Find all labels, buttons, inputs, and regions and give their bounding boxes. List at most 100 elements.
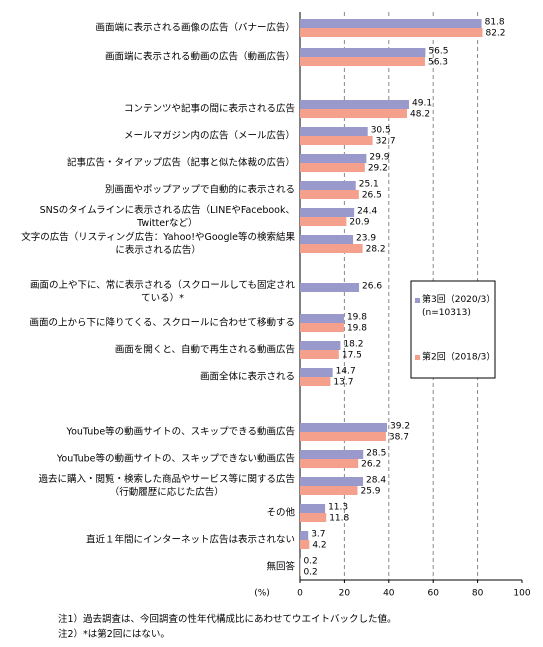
bar <box>300 531 309 540</box>
value-label: 81.8 <box>485 18 505 28</box>
bar <box>300 57 425 66</box>
bar <box>300 244 363 253</box>
category-label: 無回答 <box>266 561 295 573</box>
bar <box>300 459 359 468</box>
bar <box>300 19 482 28</box>
legend-swatch <box>415 298 420 303</box>
value-label: 56.3 <box>428 58 448 68</box>
category-label: コンテンツや記事の間に表示される広告 <box>123 103 295 115</box>
legend-swatch <box>415 355 420 360</box>
value-label: 28.2 <box>366 245 386 255</box>
value-label: 0.2 <box>303 568 317 578</box>
value-label: 17.5 <box>342 351 362 361</box>
bar <box>300 450 364 459</box>
bar <box>300 323 344 332</box>
value-label: 0.2 <box>303 557 317 567</box>
category-label: 文字の広告（リスティング広告：Yahoo!やGoogle等の検索結果 に表示され… <box>21 232 295 256</box>
value-label: 25.9 <box>360 487 380 497</box>
bar <box>300 540 310 549</box>
bar <box>300 513 327 522</box>
legend-label: 第3回（2020/3） (n=10313) <box>422 295 496 318</box>
value-label: 3.7 <box>311 530 325 540</box>
category-label: YouTube等の動画サイトの、スキップできる動画広告 <box>66 426 295 438</box>
value-label: 24.4 <box>357 207 377 217</box>
value-label: 49.1 <box>412 99 432 109</box>
category-label: 画面を開くと、自動で再生される動画広告 <box>114 344 295 356</box>
value-label: 29.2 <box>368 164 388 174</box>
category-label: 別画面やポップアップで自動的に表示される <box>104 184 295 196</box>
bar <box>300 208 355 217</box>
bar <box>300 127 368 136</box>
bar <box>300 432 386 441</box>
value-label: 39.2 <box>390 422 410 432</box>
value-label: 26.6 <box>362 282 382 292</box>
x-axis-label: (%) <box>254 589 270 599</box>
category-label: 画面全体に表示される <box>199 371 295 383</box>
bar <box>300 154 367 163</box>
value-label: 32.7 <box>376 137 396 147</box>
bar <box>300 163 365 172</box>
bar <box>300 190 359 199</box>
bar <box>300 368 333 377</box>
value-label: 19.8 <box>347 324 367 334</box>
category-label: 直近１年間にインターネット広告は表示されない <box>85 534 295 546</box>
x-tick-label: 40 <box>383 589 395 599</box>
note: 注2）*は第2回にはない。 <box>58 629 170 640</box>
bar <box>300 377 331 386</box>
legend-label: 第2回（2018/3） <box>422 352 496 363</box>
value-label: 28.5 <box>366 449 386 459</box>
category-label: YouTube等の動画サイトの、スキップできない動画広告 <box>56 453 295 465</box>
bar <box>300 350 339 359</box>
category-label: その他 <box>266 507 295 519</box>
value-label: 38.7 <box>389 433 409 443</box>
category-label: 画面の上や下に、常に表示される（スクロールしても固定され ている）* <box>30 280 295 304</box>
bar <box>300 504 326 513</box>
bar <box>300 28 483 37</box>
bar <box>300 486 358 495</box>
category-label: 画面端に表示される動画の広告（動画広告） <box>104 51 295 63</box>
value-label: 11.8 <box>329 514 349 524</box>
bar <box>300 235 354 244</box>
value-label: 26.5 <box>362 191 382 201</box>
category-label: 過去に購入・閲覧・検索した商品やサービス等に関する広告 （行動履歴に応じた広告） <box>38 474 295 498</box>
value-label: 4.2 <box>312 541 326 551</box>
value-label: 20.9 <box>349 218 369 228</box>
bar <box>300 136 373 145</box>
bar <box>300 217 347 226</box>
category-label: 画面の上から下に降りてくる、スクロールに合わせて移動する <box>29 317 295 329</box>
category-label: 記事広告・タイアップ広告（記事と似た体裁の広告） <box>66 157 295 169</box>
legend-box <box>410 280 496 379</box>
value-label: 13.7 <box>333 378 353 388</box>
x-tick-label: 100 <box>513 589 530 599</box>
value-label: 56.5 <box>428 47 448 57</box>
value-label: 30.5 <box>371 126 391 136</box>
bar <box>300 283 360 292</box>
bar <box>300 100 410 109</box>
x-tick-label: 20 <box>339 589 351 599</box>
bar <box>300 48 426 57</box>
note: 注1）過去調査は、今回調査の性年代構成比にあわせてウエイトバックした値。 <box>58 614 397 625</box>
bar <box>300 341 341 350</box>
value-label: 19.8 <box>347 313 367 323</box>
value-label: 29.9 <box>369 153 389 163</box>
value-label: 25.1 <box>359 180 379 190</box>
category-label: SNSのタイムラインに表示される広告（LINEやFacebook、 Twitte… <box>39 205 295 229</box>
value-label: 82.2 <box>485 29 505 39</box>
category-label: 画面端に表示される画像の広告（バナー広告） <box>95 22 295 34</box>
x-tick-label: 60 <box>427 589 439 599</box>
value-label: 48.2 <box>410 110 430 120</box>
bar <box>300 423 388 432</box>
bar <box>300 314 344 323</box>
bar <box>300 181 356 190</box>
value-label: 23.9 <box>356 234 376 244</box>
x-tick-label: 0 <box>297 589 303 599</box>
x-tick-label: 80 <box>472 589 484 599</box>
value-label: 18.2 <box>343 340 363 350</box>
value-label: 11.3 <box>328 503 348 513</box>
value-label: 14.7 <box>336 367 356 377</box>
value-label: 26.2 <box>361 460 381 470</box>
bar <box>300 477 364 486</box>
category-label: メールマガジン内の広告（メール広告） <box>123 130 295 142</box>
